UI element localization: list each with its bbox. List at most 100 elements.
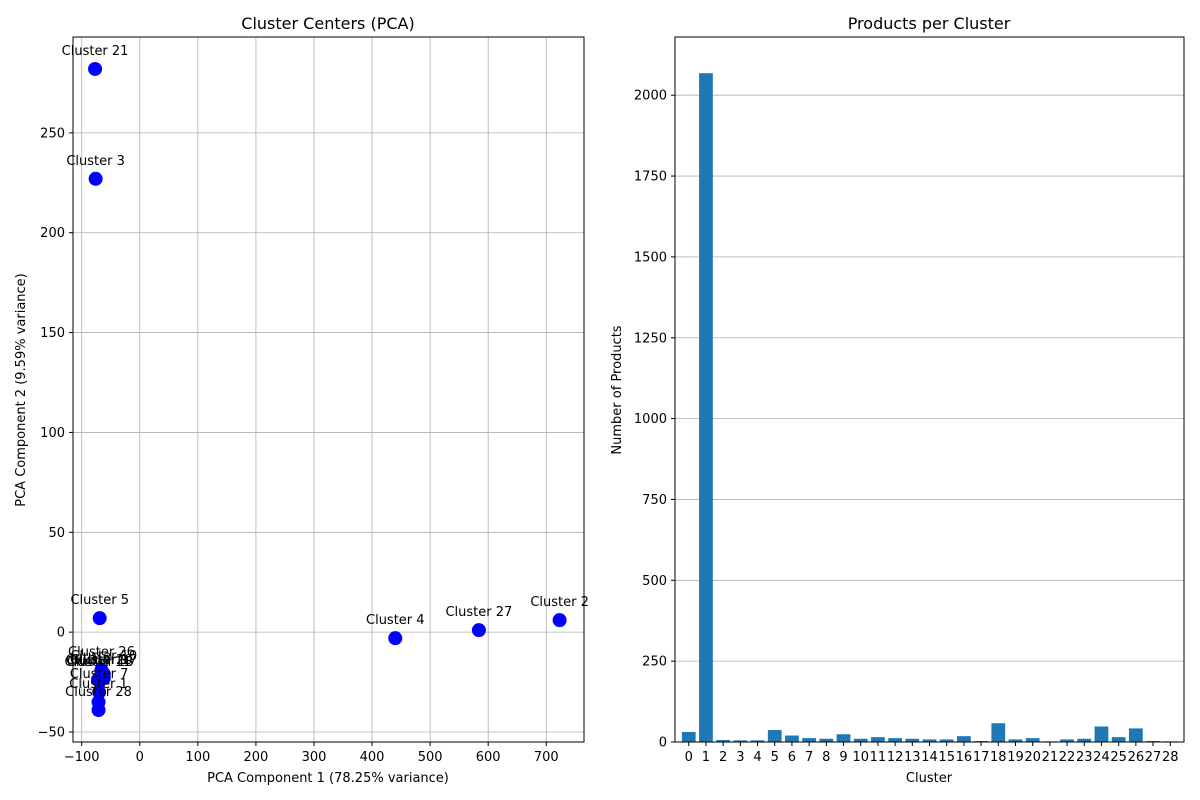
scatter-point bbox=[388, 631, 403, 646]
bar-x-tick-label: 19 bbox=[1007, 750, 1024, 765]
bar-x-tick-label: 20 bbox=[1024, 750, 1041, 765]
scatter-ticks: −100 0 100 200 300 400 500 600 700 −50 0 50 100 150 20… bbox=[38, 126, 559, 765]
bar-title: Products per Cluster bbox=[848, 14, 1011, 33]
scatter-point bbox=[91, 695, 106, 710]
bar bbox=[733, 740, 748, 742]
bar bbox=[836, 734, 851, 742]
bar-x-tick-label: 8 bbox=[822, 750, 830, 765]
bar-x-tick-label: 25 bbox=[1110, 750, 1127, 765]
bar-x-tick-label: 1 bbox=[702, 750, 710, 765]
scatter-point-label: Cluster 13 bbox=[67, 655, 134, 670]
scatter-point-label: Cluster 28 bbox=[65, 685, 132, 700]
bar-x-tick-label: 27 bbox=[1145, 750, 1162, 765]
bar-x-tick-label: 9 bbox=[839, 750, 847, 765]
bar-y-tick-label: 2000 bbox=[634, 89, 667, 104]
bar-x-tick-label: 21 bbox=[1042, 750, 1059, 765]
bar-x-tick-label: 12 bbox=[887, 750, 904, 765]
scatter-x-tick-label: 200 bbox=[244, 750, 269, 765]
bar-x-tick-label: 24 bbox=[1093, 750, 1110, 765]
bar-panel: Products per Cluster 0250500750100012501… bbox=[610, 14, 1185, 786]
bar bbox=[681, 731, 696, 742]
scatter-point bbox=[96, 667, 111, 682]
bar-x-tick-label: 16 bbox=[956, 750, 973, 765]
bar bbox=[957, 736, 971, 742]
bar-x-tick-label: 7 bbox=[805, 750, 813, 765]
bar bbox=[1077, 738, 1092, 742]
bar-x-tick-label: 10 bbox=[852, 750, 869, 765]
scatter-point-label: Cluster 7 bbox=[70, 667, 129, 682]
scatter-point bbox=[552, 613, 567, 628]
bar bbox=[767, 730, 782, 742]
bar bbox=[853, 738, 868, 742]
bar-x-tick-label: 6 bbox=[788, 750, 796, 765]
bar bbox=[1008, 739, 1023, 742]
scatter-y-tick-label: 200 bbox=[40, 226, 65, 241]
scatter-annotations: Cluster 21 Cluster 3 Cluster 5 Cluster 4 Clu… bbox=[62, 44, 589, 700]
scatter-point bbox=[92, 611, 107, 626]
scatter-point-label: Cluster 2 bbox=[530, 595, 589, 610]
bar-y-tick-label: 1500 bbox=[634, 250, 667, 265]
bar-x-tick-label: 11 bbox=[870, 750, 887, 765]
bar-x-tick-label: 3 bbox=[736, 750, 744, 765]
bar bbox=[1094, 726, 1109, 742]
scatter-grid bbox=[73, 37, 584, 742]
bar bbox=[1111, 737, 1126, 742]
bar-x-tick-label: 15 bbox=[938, 750, 955, 765]
bar bbox=[1025, 738, 1040, 742]
bar bbox=[888, 738, 902, 742]
scatter-point bbox=[471, 623, 486, 638]
scatter-y-tick-label: 150 bbox=[40, 326, 65, 341]
scatter-point-label: Cluster 3 bbox=[66, 154, 125, 169]
bar-x-tick-label: 22 bbox=[1059, 750, 1076, 765]
bar bbox=[939, 739, 954, 742]
scatter-point-label: Cluster 4 bbox=[366, 613, 425, 628]
scatter-y-tick-label: 250 bbox=[40, 126, 65, 141]
scatter-point-label: Cluster 5 bbox=[70, 593, 129, 608]
scatter-x-tick-label: 100 bbox=[185, 750, 210, 765]
bar bbox=[1128, 728, 1143, 742]
scatter-point bbox=[92, 685, 107, 700]
bar bbox=[716, 740, 731, 742]
bar-frame bbox=[674, 36, 1185, 743]
bar bbox=[905, 738, 920, 742]
scatter-point-label: Cluster 1 bbox=[69, 677, 128, 692]
bar bbox=[819, 738, 834, 742]
scatter-y-tick-label: 0 bbox=[57, 626, 65, 641]
bar-x-tick-label: 14 bbox=[921, 750, 938, 765]
bar-x-tick-label: 18 bbox=[990, 750, 1007, 765]
bar bbox=[871, 737, 885, 742]
bar-x-tick-label: 26 bbox=[1128, 750, 1145, 765]
scatter-point bbox=[88, 61, 103, 76]
scatter-x-tick-label: 400 bbox=[360, 750, 385, 765]
scatter-point-label: Cluster 20 bbox=[66, 653, 133, 668]
bar-y-tick-label: 750 bbox=[642, 493, 667, 508]
bar bbox=[785, 735, 799, 742]
bar-x-tick-label: 28 bbox=[1162, 750, 1179, 765]
bar bbox=[699, 73, 713, 742]
scatter-point-label: Cluster 26 bbox=[68, 645, 135, 660]
scatter-frame bbox=[72, 36, 585, 743]
bar-y-tick-label: 1000 bbox=[634, 412, 667, 427]
scatter-point-label: Cluster 21 bbox=[62, 44, 129, 59]
scatter-x-tick-label: 0 bbox=[136, 750, 144, 765]
scatter-x-tick-label: 500 bbox=[418, 750, 443, 765]
bar-x-tick-label: 4 bbox=[753, 750, 761, 765]
bar-x-tick-label: 17 bbox=[973, 750, 990, 765]
bar-x-tick-label: 0 bbox=[685, 750, 693, 765]
scatter-points bbox=[88, 61, 567, 718]
bar bbox=[750, 740, 765, 742]
scatter-point-label: Cluster 27 bbox=[445, 605, 512, 620]
bar-y-tick-label: 1750 bbox=[634, 170, 667, 185]
scatter-title: Cluster Centers (PCA) bbox=[241, 14, 414, 33]
scatter-xlabel: PCA Component 1 (78.25% variance) bbox=[207, 771, 449, 786]
bar-y-tick-label: 0 bbox=[659, 736, 667, 751]
scatter-point-label: Cluster 10 bbox=[70, 649, 137, 664]
bar-x-tick-label: 5 bbox=[771, 750, 779, 765]
bar-y-tick-label: 500 bbox=[642, 574, 667, 589]
scatter-panel: Cluster Centers (PCA) −100 0 100 200 300 400 5… bbox=[14, 14, 589, 786]
scatter-y-tick-label: 50 bbox=[48, 526, 65, 541]
scatter-point bbox=[88, 171, 103, 186]
